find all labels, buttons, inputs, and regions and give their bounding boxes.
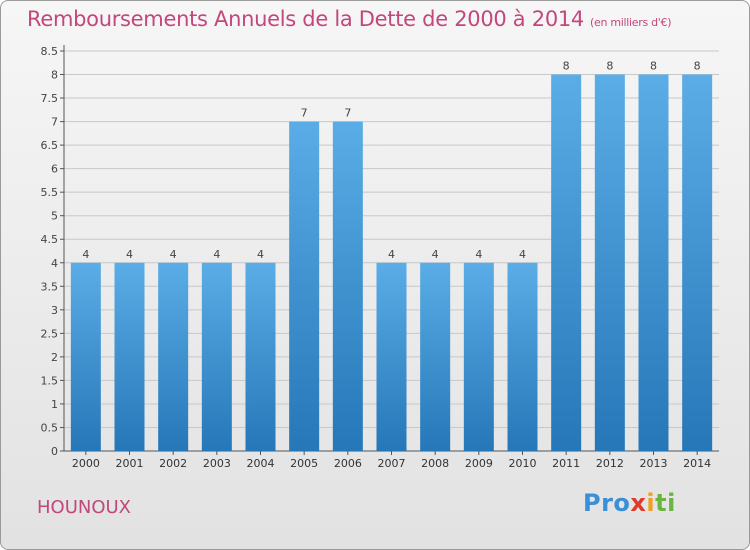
data-label: 8 — [650, 60, 657, 73]
data-label: 4 — [475, 248, 482, 261]
bar — [245, 262, 276, 451]
bar — [376, 262, 407, 451]
data-label: 7 — [344, 107, 351, 120]
x-tick-label: 2002 — [159, 457, 187, 470]
chart-title: Remboursements Annuels de la Dette de 20… — [27, 7, 671, 31]
y-tick-label: 3.5 — [41, 280, 59, 293]
y-tick-label: 6 — [51, 163, 58, 176]
y-tick-label: 0.5 — [41, 421, 59, 434]
y-tick-label: 5 — [51, 210, 58, 223]
data-label: 4 — [432, 248, 439, 261]
bar — [420, 262, 451, 451]
x-tick-label: 2004 — [247, 457, 275, 470]
x-tick-label: 2012 — [596, 457, 624, 470]
bar — [507, 262, 538, 451]
bar — [594, 74, 625, 451]
bars — [70, 74, 713, 452]
y-tick-label: 6.5 — [41, 139, 59, 152]
data-label: 4 — [82, 248, 89, 261]
y-tick-label: 4 — [51, 257, 58, 270]
x-tick-label: 2000 — [72, 457, 100, 470]
bar — [638, 74, 669, 451]
x-tick-label: 2003 — [203, 457, 231, 470]
x-tick-label: 2014 — [683, 457, 711, 470]
bar — [682, 74, 713, 451]
bar — [332, 121, 363, 452]
x-tick-label: 2006 — [334, 457, 362, 470]
x-tick-label: 2001 — [116, 457, 144, 470]
data-label: 7 — [301, 107, 308, 120]
logo-part-2: x — [630, 489, 647, 517]
proxiti-logo: Proxiti — [583, 489, 676, 517]
y-tick-label: 1 — [51, 398, 58, 411]
bar — [463, 262, 494, 451]
bar — [70, 262, 101, 451]
data-label: 8 — [606, 60, 613, 73]
y-tick-label: 7.5 — [41, 92, 59, 105]
logo-part-4: ti — [655, 489, 676, 517]
bar — [551, 74, 582, 451]
title-text: Remboursements Annuels de la Dette de 20… — [27, 7, 584, 31]
data-label: 4 — [257, 248, 264, 261]
data-labels: 4 4 4 4 4 7 7 4 4 4 4 8 8 8 8 — [82, 60, 700, 261]
y-tick-label: 4.5 — [41, 233, 59, 246]
x-tick-labels: 2000 2001 2002 2003 2004 2005 2006 2007 2008 2009… — [72, 457, 711, 470]
y-tick-label: 8.5 — [41, 45, 59, 58]
x-tick-label: 2011 — [552, 457, 580, 470]
y-tick-label: 3 — [51, 304, 58, 317]
x-tick-label: 2010 — [509, 457, 537, 470]
bar — [289, 121, 320, 452]
data-label: 8 — [563, 60, 570, 73]
data-label: 4 — [519, 248, 526, 261]
x-tick-label: 2013 — [640, 457, 668, 470]
logo-part-3: i — [646, 489, 656, 517]
x-tick-label: 2008 — [421, 457, 449, 470]
logo-part-1: Pro — [583, 489, 631, 517]
y-tick-label: 5.5 — [41, 186, 59, 199]
x-tick-label: 2007 — [378, 457, 406, 470]
y-tick-label: 2 — [51, 351, 58, 364]
y-tick-label: 7 — [51, 116, 58, 129]
x-tick-label: 2005 — [290, 457, 318, 470]
y-tick-label: 2.5 — [41, 327, 59, 340]
y-tick-label: 0 — [51, 445, 58, 458]
unit-note: (en milliers d'€) — [590, 16, 672, 29]
bar — [158, 262, 189, 451]
y-tick-labels: 0 0.5 1 1.5 2 2.5 3 3.5 4 4.5 5 5.5 6 6.5 7 7.5 8 8.5 — [41, 45, 59, 458]
data-label: 8 — [694, 60, 701, 73]
y-tick-label: 1.5 — [41, 374, 59, 387]
bar — [201, 262, 232, 451]
data-label: 4 — [213, 248, 220, 261]
data-label: 4 — [126, 248, 133, 261]
x-tick-label: 2009 — [465, 457, 493, 470]
data-label: 4 — [388, 248, 395, 261]
data-label: 4 — [170, 248, 177, 261]
commune-name: HOUNOUX — [37, 497, 132, 518]
y-tick-label: 8 — [51, 69, 58, 82]
bar — [114, 262, 145, 451]
